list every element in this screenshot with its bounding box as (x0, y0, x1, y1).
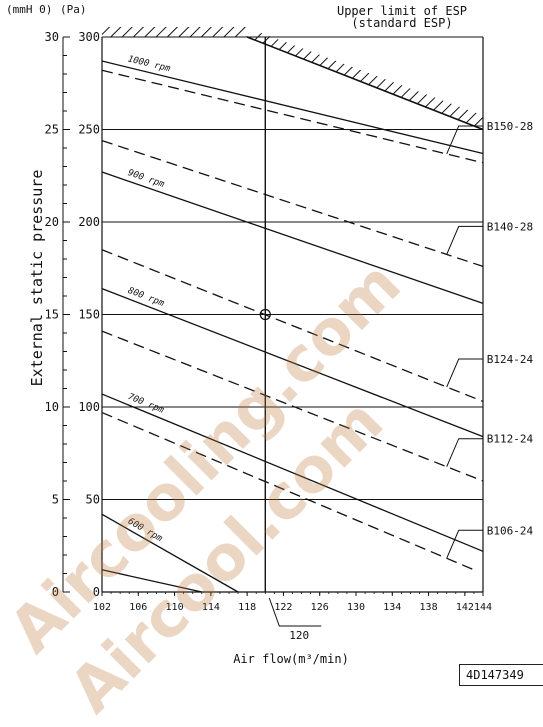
y-tick-label-mmh2o: 25 (45, 123, 59, 137)
y-tick-label-mmh2o: 15 (45, 308, 59, 322)
model-curve (101, 330, 484, 482)
rpm-label: 1000 rpm (127, 54, 172, 74)
labels: 0 50 100 150 200 250 300 0 5 10 15 20 25 30 102 106 110 1… (45, 30, 534, 642)
model-leader (446, 529, 483, 559)
unit-left-label: (mmH 0) (6, 3, 52, 16)
unit-right-label: (Pa) (60, 3, 87, 16)
y-axis-label: External static pressure (28, 170, 46, 387)
x-tick-label: 114 (202, 602, 220, 613)
y-tick-label-pa: 300 (78, 30, 100, 44)
model-leader (446, 125, 483, 155)
upper-limit-hatch (102, 27, 483, 130)
y-tick-label-mmh2o: 30 (45, 30, 59, 44)
y-tick-label-mmh2o: 20 (45, 215, 59, 229)
curves (101, 36, 484, 627)
y-tick-label-pa: 100 (78, 400, 100, 414)
y-tick-label-mmh2o: 10 (45, 400, 59, 414)
x-tick-label: 144 (474, 602, 492, 613)
grid (62, 36, 484, 596)
hatch-top (102, 27, 248, 37)
model-leader (446, 225, 483, 255)
model-label: B106-24 (487, 524, 534, 537)
rpm-curve (101, 569, 202, 593)
y-tick-label-pa: 50 (86, 493, 100, 507)
model-label: B124-24 (487, 353, 534, 366)
y-tick-label-pa: 0 (93, 585, 100, 599)
model-curve (101, 249, 484, 403)
y-tick-label-mmh2o: 0 (52, 585, 59, 599)
rpm-curve (101, 287, 484, 438)
rpm-curve (101, 393, 484, 552)
hatch-limit (247, 33, 483, 130)
x-axis-label: Air flow(m³/min) (233, 652, 349, 666)
rpm-curve (101, 513, 239, 593)
document-id: 4D147349 (459, 664, 543, 686)
x-tick-label: 102 (93, 602, 111, 613)
rpm-curve (101, 60, 484, 155)
x-tick-label: 134 (383, 602, 401, 613)
x-tick-label: 110 (166, 602, 184, 613)
upper-limit-line (246, 36, 484, 131)
model-label: B140-28 (487, 220, 533, 233)
y-tick-label-pa: 150 (78, 308, 100, 322)
x-tick-label: 142 (456, 602, 474, 613)
limit-label-line1: Upper limit of ESP (337, 4, 467, 18)
model-curve (101, 139, 484, 268)
model-label: B112-24 (487, 433, 534, 446)
x-tick-label: 138 (420, 602, 438, 613)
y-tick-label-mmh2o: 5 (52, 493, 59, 507)
x-tick-label: 122 (274, 602, 292, 613)
x-tick-label: 118 (238, 602, 256, 613)
rpm-curve (101, 171, 484, 305)
y-tick-label-pa: 250 (78, 123, 100, 137)
model-leader (446, 438, 483, 467)
reference-label: 120 (289, 629, 309, 642)
reference-callout (268, 597, 322, 627)
model-leader (446, 358, 483, 388)
x-tick-label: 126 (311, 602, 329, 613)
x-tick-label: 106 (129, 602, 147, 613)
limit-label-line2: (standard ESP) (351, 16, 452, 30)
model-curve (101, 69, 484, 164)
y-tick-label-pa: 200 (78, 215, 100, 229)
x-tick-label: 130 (347, 602, 365, 613)
model-label: B150-28 (487, 120, 533, 133)
esp-chart: 0 50 100 150 200 250 300 0 5 10 15 20 25 30 102 106 110 1… (6, 3, 534, 666)
